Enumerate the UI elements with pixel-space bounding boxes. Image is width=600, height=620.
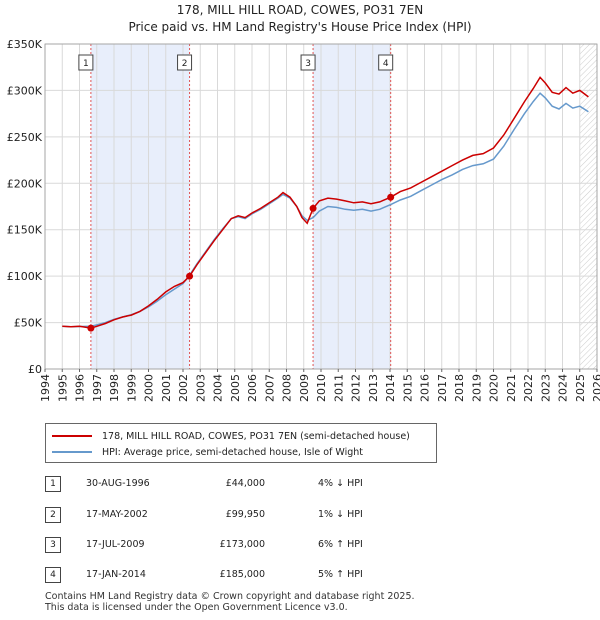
- chart-title: 178, MILL HILL ROAD, COWES, PO31 7EN: [176, 3, 424, 17]
- sale-number-badge: 4: [45, 567, 61, 583]
- x-tick-label: 2026: [591, 374, 600, 402]
- y-tick-label: £350K: [7, 38, 43, 51]
- x-tick-label: 2001: [160, 374, 173, 402]
- sale-hpi-diff: 5% ↑ HPI: [318, 569, 363, 580]
- y-tick-label: £300K: [7, 84, 43, 97]
- x-tick-label: 2004: [212, 374, 225, 402]
- x-tick-label: 2006: [246, 374, 259, 402]
- y-tick-label: £100K: [7, 270, 43, 283]
- x-tick-label: 2018: [453, 374, 466, 402]
- legend-swatch-hpi: [52, 451, 92, 453]
- sale-number-badge: 3: [45, 537, 61, 553]
- sale-number-box: [78, 54, 94, 71]
- sale-hpi-diff: 1% ↓ HPI: [318, 509, 363, 520]
- x-tick-label: 2008: [281, 374, 294, 402]
- series-line-property: [62, 76, 589, 329]
- x-tick-label: 2009: [298, 374, 311, 402]
- sale-number-label: 4: [383, 59, 389, 69]
- projection-area: [579, 44, 597, 369]
- chart-subtitle: Price paid vs. HM Land Registry's House …: [128, 20, 472, 34]
- series-line-hpi: [62, 92, 589, 328]
- x-tick-label: 2002: [177, 374, 190, 402]
- sale-number-box: [177, 54, 193, 71]
- x-tick-label: 1997: [91, 374, 104, 402]
- sale-number-badge: 1: [45, 476, 61, 492]
- x-tick-label: 1994: [39, 374, 52, 402]
- legend-item-hpi: HPI: Average price, semi-detached house,…: [52, 444, 363, 460]
- x-tick-label: 2014: [384, 374, 397, 402]
- legend-label-property: 178, MILL HILL ROAD, COWES, PO31 7EN (se…: [102, 430, 410, 442]
- x-tick-label: 1999: [125, 374, 138, 402]
- x-tick-label: 2011: [332, 374, 345, 402]
- y-tick-label: £0: [28, 363, 42, 376]
- y-tick-label: £50K: [14, 317, 43, 330]
- y-tick-label: £150K: [7, 224, 43, 237]
- footer-licence: This data is licensed under the Open Gov…: [45, 602, 348, 613]
- x-tick-label: 2020: [488, 374, 501, 402]
- sale-date: 17-JUL-2009: [86, 539, 145, 550]
- x-tick-label: 2012: [350, 374, 363, 402]
- sale-number-label: 1: [83, 59, 89, 69]
- x-tick-label: 2023: [539, 374, 552, 402]
- table-row: 2 17-MAY-2002 £99,950 1% ↓ HPI: [0, 507, 600, 525]
- x-tick-label: 2017: [436, 374, 449, 402]
- sale-price: £173,000: [219, 539, 265, 550]
- x-tick-label: 2025: [574, 374, 587, 402]
- x-tick-label: 2021: [505, 374, 518, 402]
- footer-copyright: Contains HM Land Registry data © Crown c…: [45, 591, 415, 602]
- x-tick-label: 2024: [557, 374, 570, 402]
- x-tick-label: 2010: [315, 374, 328, 402]
- sale-number-label: 3: [305, 59, 311, 69]
- sale-price: £99,950: [225, 509, 265, 520]
- x-tick-label: 2013: [367, 374, 380, 402]
- sale-date: 30-AUG-1996: [86, 478, 150, 489]
- sale-price: £185,000: [219, 569, 265, 580]
- legend-item-property: 178, MILL HILL ROAD, COWES, PO31 7EN (se…: [52, 428, 410, 444]
- x-tick-label: 2005: [229, 374, 242, 402]
- sale-hpi-diff: 6% ↑ HPI: [318, 539, 363, 550]
- x-tick-label: 2015: [401, 374, 414, 402]
- footer: Contains HM Land Registry data © Crown c…: [45, 591, 415, 613]
- table-row: 3 17-JUL-2009 £173,000 6% ↑ HPI: [0, 537, 600, 555]
- sale-hpi-diff: 4% ↓ HPI: [318, 478, 363, 489]
- x-tick-label: 2007: [263, 374, 276, 402]
- table-row: 1 30-AUG-1996 £44,000 4% ↓ HPI: [0, 476, 600, 494]
- x-tick-label: 2016: [419, 374, 432, 402]
- x-tick-label: 1995: [56, 374, 69, 402]
- x-tick-label: 2022: [522, 374, 535, 402]
- ownership-shade: [313, 44, 391, 369]
- sale-point: [186, 272, 194, 280]
- sale-number-box: [300, 54, 316, 71]
- legend: 178, MILL HILL ROAD, COWES, PO31 7EN (se…: [45, 423, 437, 463]
- sale-point: [387, 193, 395, 201]
- sale-point: [309, 204, 317, 212]
- ownership-shade: [90, 44, 190, 369]
- table-row: 4 17-JAN-2014 £185,000 5% ↑ HPI: [0, 567, 600, 585]
- x-tick-label: 1996: [74, 374, 87, 402]
- sale-date: 17-JAN-2014: [86, 569, 146, 580]
- y-tick-label: £200K: [7, 177, 43, 190]
- legend-label-hpi: HPI: Average price, semi-detached house,…: [102, 446, 364, 458]
- sale-number-box: [378, 54, 394, 71]
- x-tick-label: 2000: [143, 374, 156, 402]
- x-tick-label: 1998: [108, 374, 121, 402]
- y-tick-label: £250K: [7, 131, 43, 144]
- price-chart: 1 2 3 4 £0 £50K £100K £150K £200K £250K £300K £350K…: [7, 38, 600, 402]
- legend-swatch-property: [52, 435, 92, 437]
- sale-date: 17-MAY-2002: [86, 509, 148, 520]
- sale-point: [87, 324, 95, 332]
- sale-number-badge: 2: [45, 507, 61, 523]
- x-tick-label: 2003: [194, 374, 207, 402]
- sale-number-label: 2: [182, 59, 188, 69]
- x-tick-label: 2019: [470, 374, 483, 402]
- sale-price: £44,000: [225, 478, 265, 489]
